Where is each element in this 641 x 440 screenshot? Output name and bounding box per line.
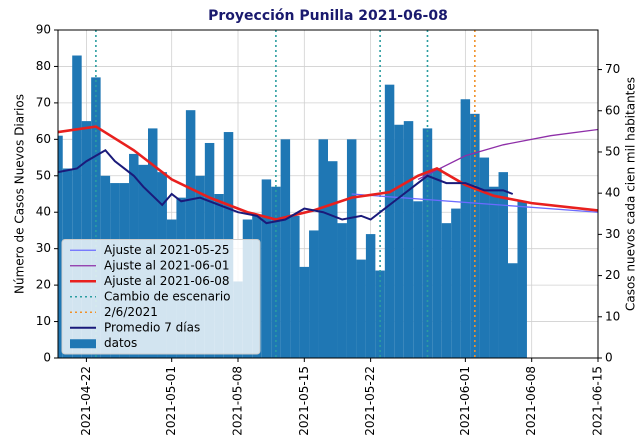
bar	[422, 128, 433, 358]
legend-label: 2/6/2021	[104, 305, 158, 319]
y-axis-label: Número de Casos Nuevos Diarios	[13, 94, 27, 294]
bar	[91, 77, 101, 358]
bar	[280, 139, 291, 358]
y2-tick-label: 50	[605, 144, 620, 158]
x-tick-label: 2021-06-15	[591, 366, 605, 436]
x-tick-label: 2021-06-08	[524, 366, 538, 436]
y-tick-label: 70	[36, 95, 51, 109]
y-tick-label: 10	[36, 314, 51, 328]
fit-line	[417, 128, 598, 181]
fit-line	[58, 148, 514, 225]
legend-label: Ajuste al 2021-06-01	[104, 258, 230, 272]
fit-line	[351, 193, 598, 213]
bar	[403, 121, 414, 358]
bar	[346, 139, 357, 358]
bar	[309, 230, 319, 358]
y2-tick-label: 20	[605, 268, 620, 282]
bar	[271, 186, 281, 358]
legend-label: Cambio de escenario	[104, 289, 231, 303]
y-tick-label: 20	[36, 278, 51, 292]
axes: 0 10 20 30 40 50 60 70 80 90 0 10 20 30 40 50 60 70 2021-0…	[36, 23, 621, 436]
y-tick-label: 50	[36, 168, 51, 182]
bar	[489, 186, 499, 358]
bar	[299, 266, 310, 358]
bar	[517, 201, 527, 358]
plot-frame	[57, 29, 599, 359]
y-tick-label: 0	[43, 351, 51, 365]
legend-swatch	[70, 339, 96, 349]
bar	[290, 215, 300, 358]
bar	[394, 124, 404, 358]
y-tick-label: 80	[36, 59, 51, 73]
bar	[328, 161, 338, 358]
y2-tick-label: 60	[605, 103, 620, 117]
legend-label: Ajuste al 2021-05-25	[104, 243, 230, 257]
legend-label: datos	[104, 336, 137, 350]
y2-tick-label: 10	[605, 309, 620, 323]
bar	[441, 223, 452, 358]
y2-tick-label: 40	[605, 186, 620, 200]
x-tick-label: 2021-05-01	[164, 366, 178, 436]
bar	[365, 234, 376, 358]
y2-tick-label: 70	[605, 62, 620, 76]
bar	[508, 263, 518, 358]
bar	[318, 139, 328, 358]
x-tick-label: 2021-05-22	[363, 366, 377, 436]
x-tick-label: 2021-06-01	[458, 366, 472, 436]
bar	[261, 179, 272, 358]
bar	[413, 201, 423, 358]
y2-tick-label: 30	[605, 227, 620, 241]
bar	[384, 84, 395, 358]
y2-tick-label: 0	[605, 351, 613, 365]
x-tick-label: 2021-04-22	[79, 366, 93, 436]
bar	[185, 110, 196, 358]
chart-title: Proyección Punilla 2021-06-08	[208, 8, 448, 24]
x-tick-label: 2021-05-08	[231, 366, 245, 436]
bar	[337, 223, 347, 358]
y2-axis-label: Casos nuevos cada cien mil habitantes	[624, 77, 638, 311]
bar	[356, 259, 366, 358]
y-tick-label: 40	[36, 205, 51, 219]
y-tick-label: 60	[36, 132, 51, 146]
bar	[375, 270, 385, 358]
bar	[58, 135, 63, 358]
x-tick-label: 2021-05-15	[297, 366, 311, 436]
bar	[451, 208, 461, 358]
y-tick-label: 30	[36, 241, 51, 255]
bar	[479, 157, 490, 358]
bar	[432, 168, 442, 358]
bar	[460, 99, 471, 358]
bar	[72, 55, 82, 358]
legend-label: Promedio 7 días	[104, 320, 200, 334]
fit-line	[58, 125, 598, 221]
bar	[498, 172, 508, 358]
y-tick-label: 90	[36, 23, 51, 37]
legend-label: Ajuste al 2021-06-08	[104, 274, 230, 288]
legend-box	[61, 239, 261, 355]
